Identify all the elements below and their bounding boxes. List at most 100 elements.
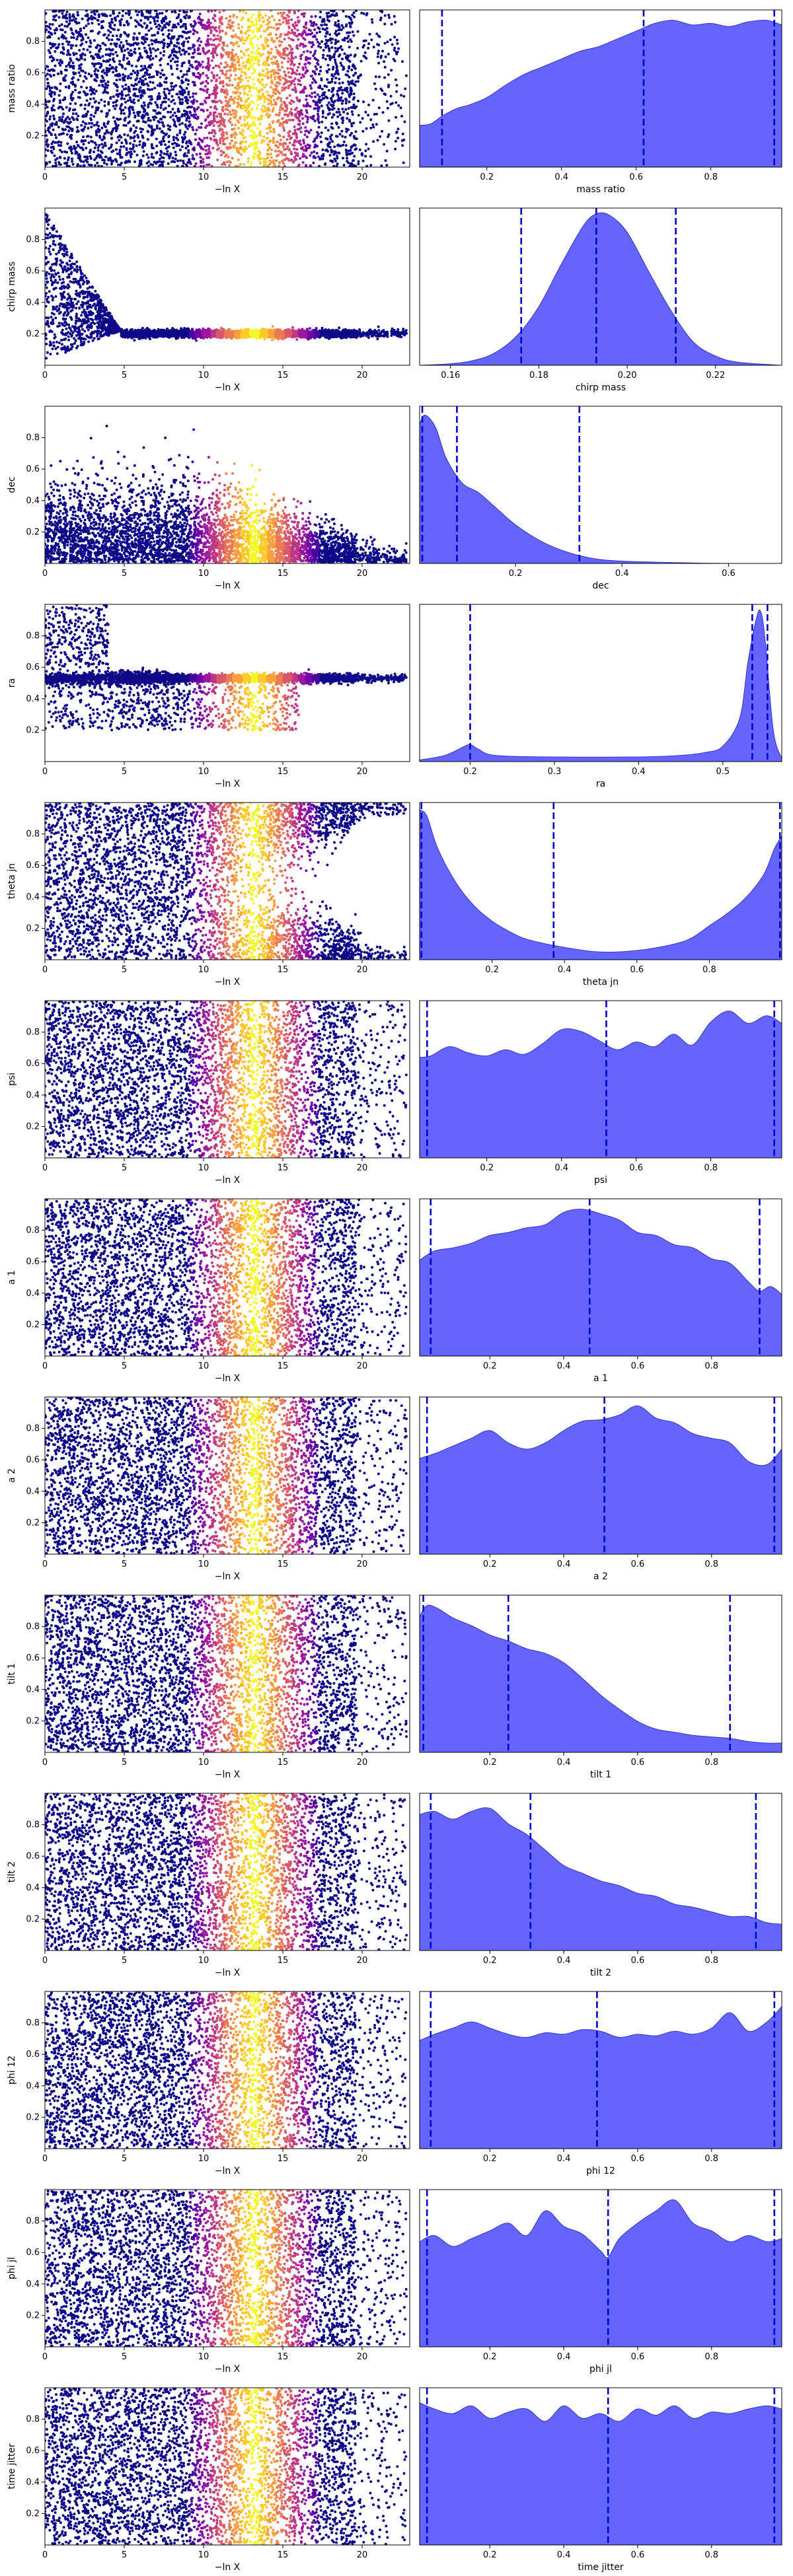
x-tick-label: 15 bbox=[278, 1956, 289, 1966]
x-tick-label: 20 bbox=[357, 1361, 368, 1371]
x-tick-label: 10 bbox=[198, 1559, 209, 1569]
y-tick-label: 0.6 bbox=[26, 1059, 40, 1069]
x-tick-label: 0 bbox=[42, 965, 48, 975]
x-tick-label: 5 bbox=[122, 172, 127, 182]
x-tick-label: 10 bbox=[198, 2352, 209, 2362]
x-axis-label: −ln X bbox=[215, 977, 241, 987]
x-tick-label: 0.8 bbox=[704, 1559, 718, 1569]
x-tick-label: 0 bbox=[42, 1163, 48, 1173]
x-tick-label: 20 bbox=[357, 1758, 368, 1768]
x-tick-label: 0 bbox=[42, 2154, 48, 2164]
y-tick-label: 0.4 bbox=[26, 496, 40, 506]
y-axis-label: dec bbox=[7, 476, 17, 493]
x-tick-label: 0.4 bbox=[557, 1361, 571, 1371]
panel-row-a-1: 0 5 10 15 20−ln X0.20.40.60.8a 10.2 0.4 0.6 0.8… bbox=[7, 1198, 782, 1384]
kde-panel: 0.2 0.4 0.6 0.8a 2 bbox=[420, 1397, 782, 1582]
y-tick-label: 0.4 bbox=[26, 1487, 40, 1497]
x-tick-label: 5 bbox=[122, 965, 127, 975]
x-tick-label: 0.4 bbox=[557, 1758, 571, 1768]
x-axis-label: −ln X bbox=[215, 779, 241, 789]
x-tick-label: 0.6 bbox=[631, 2550, 645, 2560]
y-tick-label: 0.4 bbox=[26, 2081, 40, 2091]
x-tick-label: 5 bbox=[122, 1758, 127, 1768]
x-tick-label: 0.6 bbox=[630, 965, 644, 975]
x-tick-label: 20 bbox=[357, 767, 368, 777]
y-axis-label: ra bbox=[7, 678, 17, 688]
kde-area bbox=[420, 1605, 782, 1752]
x-axis-label: time jitter bbox=[578, 2562, 623, 2573]
y-tick-label: 0.6 bbox=[26, 464, 40, 474]
x-tick-label: 20 bbox=[357, 965, 368, 975]
x-tick-label: 0.8 bbox=[702, 965, 716, 975]
x-tick-label: 0.2 bbox=[485, 965, 499, 975]
x-axis-label: −ln X bbox=[215, 184, 241, 195]
x-tick-label: 10 bbox=[198, 1956, 209, 1966]
x-tick-label: 10 bbox=[198, 569, 209, 579]
x-tick-label: 10 bbox=[198, 2550, 209, 2560]
x-tick-label: 0.6 bbox=[631, 1956, 645, 1966]
scatter-point-group bbox=[248, 1000, 260, 1159]
y-tick-label: 0.2 bbox=[26, 2112, 40, 2122]
x-axis-label: a 2 bbox=[593, 1571, 608, 1582]
scatter-points bbox=[44, 604, 408, 731]
x-tick-label: 0.4 bbox=[557, 2550, 571, 2560]
x-tick-label: 0.4 bbox=[557, 1559, 571, 1569]
x-axis-label: theta jn bbox=[583, 977, 619, 987]
y-tick-label: 0.6 bbox=[26, 1257, 40, 1267]
y-tick-label: 0.2 bbox=[26, 1518, 40, 1528]
kde-area bbox=[420, 415, 782, 563]
y-tick-label: 0.8 bbox=[26, 1226, 40, 1236]
x-tick-label: 0.2 bbox=[483, 1758, 497, 1768]
kde-area bbox=[420, 20, 782, 167]
x-axis-label: −ln X bbox=[215, 2562, 241, 2573]
y-tick-label: 0.4 bbox=[26, 2478, 40, 2487]
scatter-point-group bbox=[240, 1594, 268, 1753]
x-tick-label: 15 bbox=[278, 1163, 289, 1173]
y-tick-label: 0.8 bbox=[26, 1424, 40, 1434]
x-tick-label: 0 bbox=[42, 569, 48, 579]
scatter-point-group bbox=[232, 1595, 277, 1753]
y-tick-label: 0.4 bbox=[26, 1685, 40, 1695]
scatter-points bbox=[44, 1991, 407, 2149]
y-axis-label: mass ratio bbox=[7, 64, 17, 113]
scatter-points bbox=[44, 1198, 408, 1357]
x-tick-label: 20 bbox=[357, 2154, 368, 2164]
x-tick-label: 0.2 bbox=[483, 1559, 497, 1569]
x-tick-label: 0.6 bbox=[722, 569, 736, 579]
x-tick-label: 0.4 bbox=[558, 965, 572, 975]
x-tick-label: 0 bbox=[42, 2550, 48, 2560]
x-tick-label: 0.3 bbox=[548, 767, 562, 777]
x-tick-label: 0.2 bbox=[483, 2550, 497, 2560]
y-tick-label: 0.6 bbox=[26, 266, 40, 276]
scatter-points bbox=[44, 802, 407, 960]
scatter-point-group bbox=[248, 1793, 260, 1951]
scatter-points bbox=[44, 1000, 408, 1159]
x-tick-label: 0 bbox=[42, 1956, 48, 1966]
y-tick-label: 0.8 bbox=[26, 631, 40, 641]
x-axis-label: −ln X bbox=[215, 2364, 241, 2375]
kde-panel: 0.2 0.4 0.6 0.8 theta jn bbox=[420, 803, 782, 987]
x-tick-label: 15 bbox=[278, 1758, 289, 1768]
scatter-point-group bbox=[232, 1201, 277, 1357]
x-tick-label: 5 bbox=[122, 767, 127, 777]
y-axis-label: tilt 1 bbox=[7, 1663, 17, 1684]
x-tick-label: 0 bbox=[42, 2352, 48, 2362]
scatter-points bbox=[44, 213, 408, 360]
y-tick-label: 0.4 bbox=[26, 100, 40, 110]
x-tick-label: 0.2 bbox=[483, 2352, 497, 2362]
x-tick-label: 0.8 bbox=[704, 2550, 718, 2560]
y-tick-label: 0.4 bbox=[26, 2279, 40, 2289]
y-tick-label: 0.8 bbox=[26, 37, 40, 47]
